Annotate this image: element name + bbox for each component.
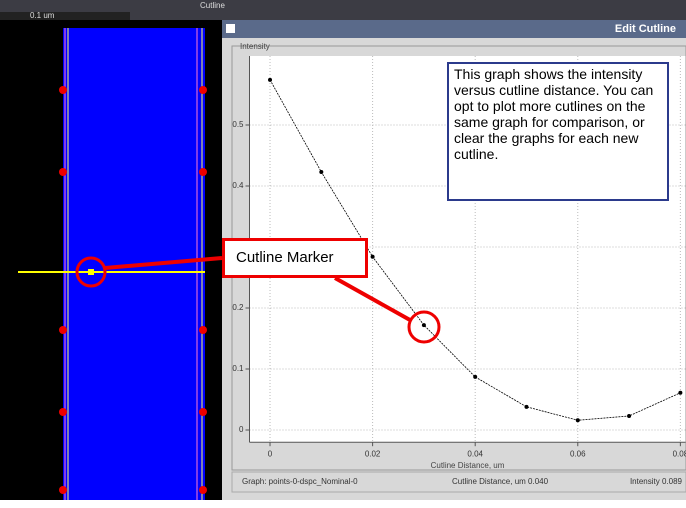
y-tick-label: 0 [239,425,244,434]
point [319,169,324,174]
status-distance: Cutline Distance, um 0.040 [452,477,549,486]
point [370,254,375,259]
series-line [269,79,681,421]
x-tick-label: 0.08 [673,449,686,458]
point [575,418,580,423]
status-graph: Graph: points-0-dspc_Nominal-0 [242,477,358,486]
x-axis-label: Cutline Distance, um [431,461,505,470]
window-icon [226,24,235,33]
point [524,404,529,409]
callout: This graph shows the intensity versus cu… [447,62,669,201]
x-tick-label: 0.02 [365,449,381,458]
scale-label: 0.1 um [30,11,55,20]
x-tick-label: 0 [268,449,273,458]
vertices [59,86,207,494]
point [268,77,273,82]
x-tick-label: 0.06 [570,449,586,458]
x-tick-label: 0.04 [467,449,483,458]
toolbar [0,0,686,20]
window-titlebar [222,20,686,38]
mode-label: Cutline [200,1,225,10]
point [678,390,683,395]
status-intensity: Intensity 0.089 [630,477,683,486]
point [627,413,632,418]
window-title: Edit Cutline [615,23,676,35]
status-bar [231,471,686,493]
point [421,323,426,328]
y-tick-label: 0.2 [232,303,244,312]
annotations [75,256,441,344]
y-tick-label: 0.1 [232,364,244,373]
marker-label: Cutline Marker [222,238,368,278]
scale-box [0,12,130,20]
point [473,374,478,379]
y-axis-label: Intensity [240,42,270,51]
y-tick-label: 0.4 [232,181,244,190]
cutline-marker [88,269,94,275]
y-tick-label: 0.5 [232,120,244,129]
